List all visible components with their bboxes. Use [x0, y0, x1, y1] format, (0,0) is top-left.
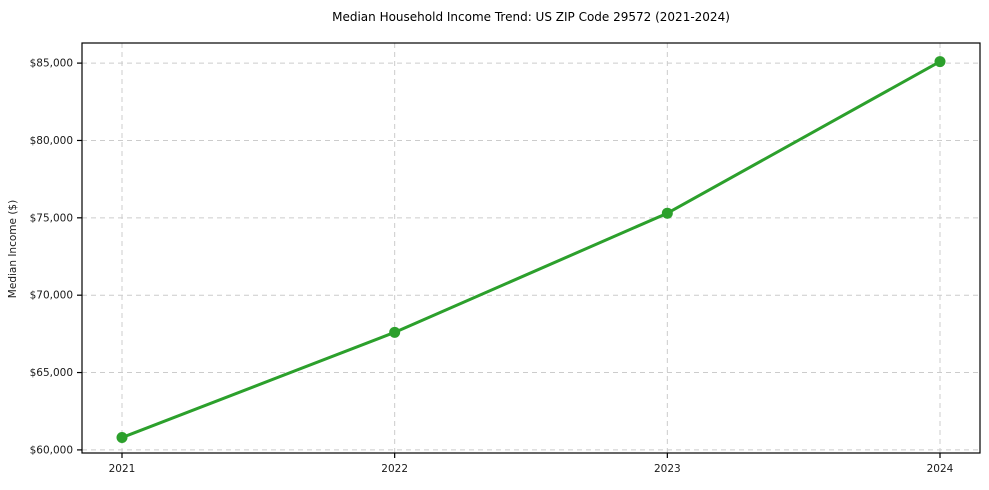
income-trend-line [120, 60, 942, 440]
y-tick-label: $65,000 [30, 367, 73, 379]
x-tick-label: 2023 [654, 463, 681, 475]
x-tick-label: 2024 [927, 463, 954, 475]
y-axis-label: Median Income ($) [7, 200, 19, 298]
chart-title: Median Household Income Trend: US ZIP Co… [332, 10, 730, 24]
axes-spines [81, 42, 981, 454]
y-tick-label: $80,000 [30, 135, 73, 147]
data-point-marker [389, 326, 401, 338]
tick-layer: $60,000 $65,000 $70,000 $75,000 $80,000 $85,0… [30, 58, 954, 475]
x-tick-label: 2021 [109, 463, 136, 475]
axes-box [81, 42, 981, 454]
y-tick-label: $70,000 [30, 290, 73, 302]
y-tick-label: $60,000 [30, 444, 73, 456]
data-point-marker [934, 56, 946, 68]
data-point-marker [661, 207, 673, 219]
plot-background [82, 43, 980, 453]
data-point-marker [116, 432, 128, 444]
y-tick-label: $75,000 [30, 212, 73, 224]
series-layer [116, 56, 946, 444]
grid-layer [82, 43, 980, 453]
y-tick-label: $85,000 [30, 58, 73, 70]
x-tick-label: 2022 [381, 463, 408, 475]
